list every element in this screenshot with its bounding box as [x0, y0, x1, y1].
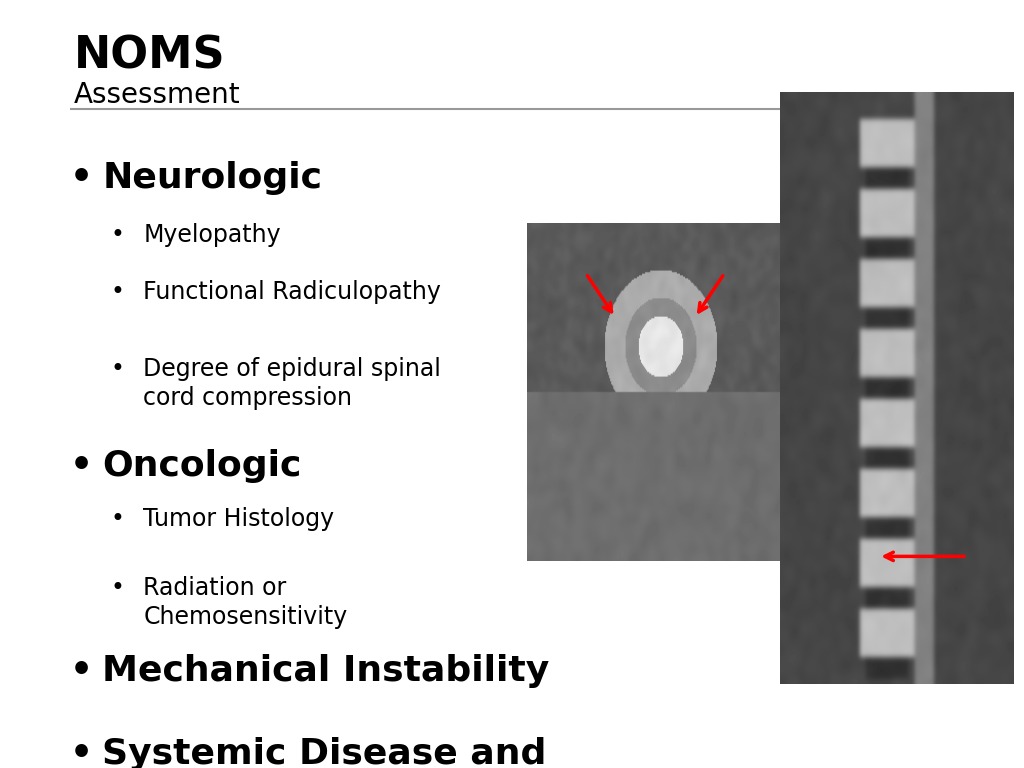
- Text: Systemic Disease and
Medical Co-morbidity: Systemic Disease and Medical Co-morbidit…: [102, 737, 547, 768]
- Text: •: •: [70, 449, 93, 483]
- Text: Functional Radiculopathy: Functional Radiculopathy: [143, 280, 441, 303]
- Text: NOMS: NOMS: [74, 35, 225, 78]
- Text: Neurologic: Neurologic: [102, 161, 323, 195]
- Text: Radiation or
Chemosensitivity: Radiation or Chemosensitivity: [143, 576, 347, 629]
- Text: Tumor Histology: Tumor Histology: [143, 507, 335, 531]
- Text: •: •: [111, 357, 125, 381]
- Text: •: •: [70, 737, 93, 768]
- Text: Mechanical Instability: Mechanical Instability: [102, 654, 550, 688]
- Text: Myelopathy: Myelopathy: [143, 223, 281, 247]
- Text: •: •: [111, 223, 125, 247]
- Text: •: •: [111, 576, 125, 600]
- Text: •: •: [70, 654, 93, 688]
- Text: Oncologic: Oncologic: [102, 449, 302, 483]
- Text: •: •: [70, 161, 93, 195]
- Text: •: •: [111, 280, 125, 303]
- Text: Degree of epidural spinal
cord compression: Degree of epidural spinal cord compressi…: [143, 357, 441, 410]
- Text: •: •: [111, 507, 125, 531]
- Text: Assessment: Assessment: [74, 81, 241, 108]
